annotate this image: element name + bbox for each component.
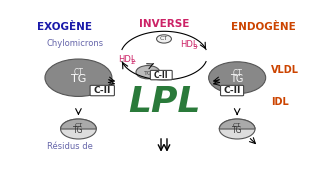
Text: C-II: C-II [93,86,111,95]
FancyBboxPatch shape [90,85,115,96]
Text: TG: TG [71,74,86,84]
Text: LPL: LPL [128,85,200,119]
Wedge shape [60,119,96,129]
Text: TG: TG [143,71,152,76]
Text: EXOGÈNE: EXOGÈNE [37,22,92,32]
FancyBboxPatch shape [220,85,244,96]
Text: TG: TG [232,126,243,135]
Text: C-II: C-II [223,86,241,95]
Text: Chylomicrons: Chylomicrons [46,39,103,48]
Text: CT: CT [74,123,83,128]
Text: 2: 2 [131,59,135,66]
Text: HDL: HDL [180,40,198,49]
Text: C-II: C-II [154,71,169,80]
Text: HDL: HDL [118,55,136,64]
Circle shape [136,66,160,79]
FancyBboxPatch shape [150,70,172,80]
Circle shape [45,59,112,96]
Circle shape [209,62,266,94]
Text: 3: 3 [193,44,197,50]
Text: TG: TG [73,126,84,135]
Text: CT: CT [74,68,84,77]
Circle shape [60,119,96,139]
Text: TG: TG [230,74,244,84]
Text: VLDL: VLDL [271,65,299,75]
Text: CT: CT [232,69,242,78]
Circle shape [219,119,255,139]
Wedge shape [219,119,255,129]
Text: CT: CT [160,36,168,41]
Text: ENDOGÈNE: ENDOGÈNE [231,22,296,32]
Text: Résidus de: Résidus de [47,142,93,151]
Text: IDL: IDL [271,97,288,107]
Text: INVERSE: INVERSE [139,19,189,29]
Text: CT: CT [233,123,241,128]
Circle shape [156,35,172,43]
